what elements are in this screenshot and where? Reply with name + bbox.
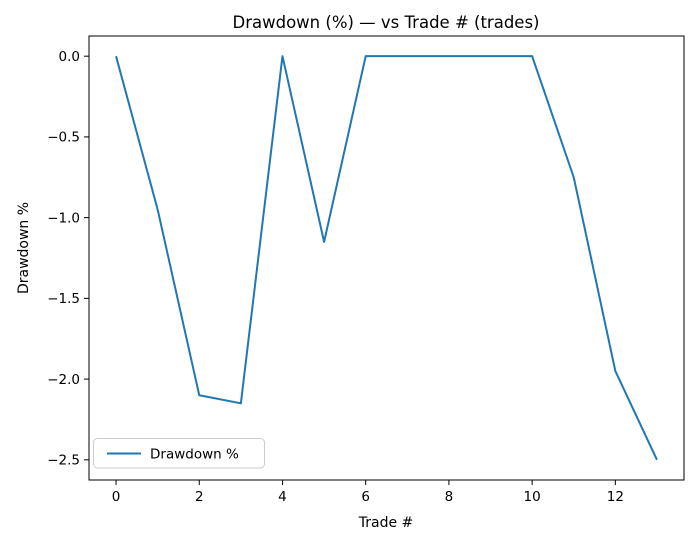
y-tick-label: −0.5	[47, 130, 80, 146]
chart-title: Drawdown (%) — vs Trade # (trades)	[233, 13, 540, 32]
x-axis-ticks: 0 2 4 6 8 10 12	[112, 480, 624, 505]
drawdown-line	[115, 55, 658, 461]
legend: Drawdown %	[93, 438, 265, 469]
y-tick-label: −2.5	[47, 453, 80, 469]
legend-box	[93, 438, 265, 469]
x-tick-label: 12	[607, 489, 624, 505]
y-tick-label: −1.5	[47, 291, 80, 307]
legend-label: Drawdown %	[150, 447, 239, 463]
x-tick-label: 2	[195, 489, 204, 505]
x-tick-label: 6	[361, 489, 370, 505]
y-tick-label: −1.0	[47, 210, 80, 226]
x-axis-label: Trade #	[358, 515, 414, 531]
y-axis-label: Drawdown %	[16, 202, 32, 294]
y-tick-label: 0.0	[59, 49, 80, 65]
x-tick-label: 4	[278, 489, 287, 505]
y-axis-ticks: 0.0 −0.5 −1.0 −1.5 −2.0 −2.5	[47, 49, 89, 469]
plot-border	[88, 35, 685, 481]
x-tick-label: 0	[112, 489, 121, 505]
y-tick-label: −2.0	[47, 372, 80, 388]
x-tick-label: 8	[445, 489, 454, 505]
x-tick-label: 10	[524, 489, 541, 505]
